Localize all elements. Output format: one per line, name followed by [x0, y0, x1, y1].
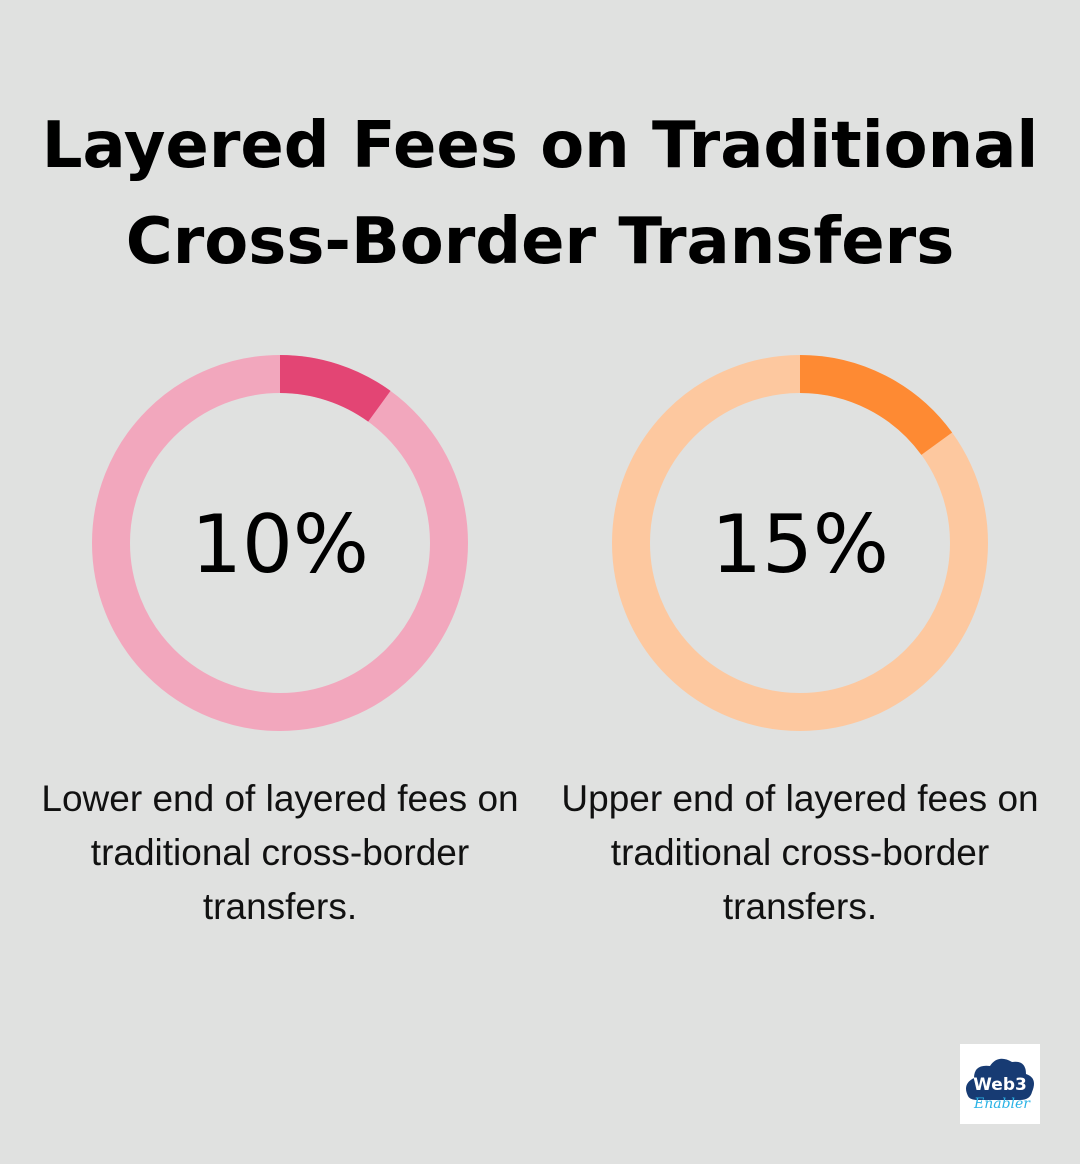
description-upper: Upper end of layered fees on traditional…	[561, 778, 1039, 927]
donut-value-arc	[279, 355, 391, 422]
page-title: Layered Fees on Traditional Cross-Border…	[41, 109, 1039, 279]
donut-chart-upper: 15%	[600, 350, 1000, 740]
description-lower: Lower end of layered fees on traditional…	[41, 778, 519, 927]
percent-label: 15%	[711, 498, 889, 591]
web3-enabler-logo: Web3 Enabler	[960, 1044, 1040, 1124]
cloud-logo-icon: Web3 Enabler	[966, 1058, 1034, 1112]
donut-value-arc	[799, 355, 953, 456]
svg-text:Web3: Web3	[973, 1075, 1027, 1095]
svg-text:Enabler: Enabler	[973, 1096, 1031, 1112]
donut-svg	[612, 355, 988, 731]
donut-chart-lower: 10%	[80, 350, 480, 740]
percent-label: 10%	[191, 498, 369, 591]
donut-svg	[92, 355, 468, 731]
